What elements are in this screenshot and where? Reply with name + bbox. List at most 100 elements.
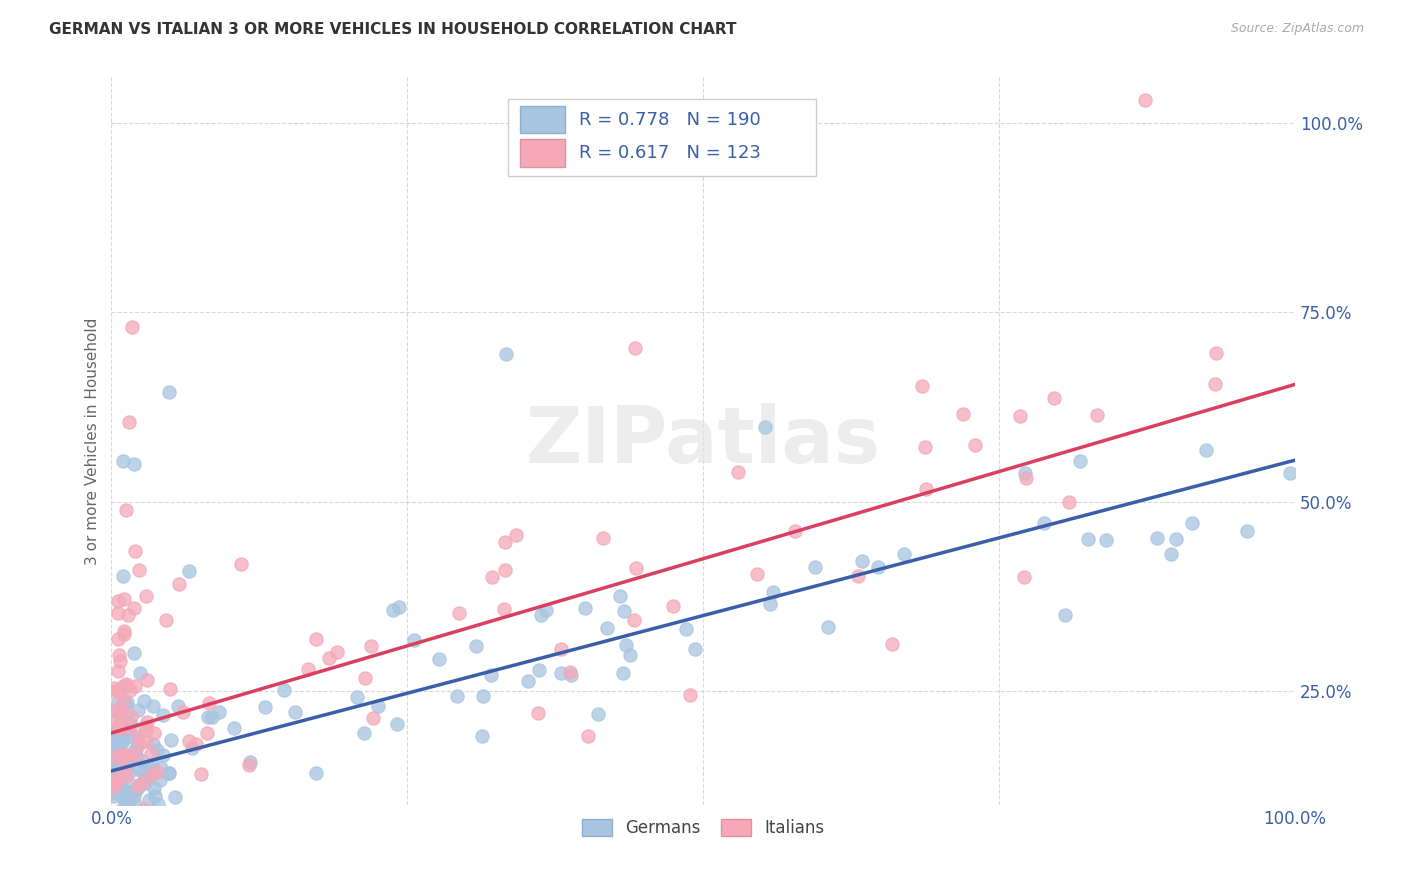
Point xyxy=(105,758,128,772)
Point xyxy=(157,765,180,780)
Point xyxy=(110,704,132,718)
Point xyxy=(747,567,769,582)
Point xyxy=(101,780,124,794)
Point xyxy=(495,346,517,360)
Point xyxy=(353,726,375,740)
Point xyxy=(107,606,129,620)
Point xyxy=(111,680,134,694)
Point xyxy=(157,765,180,780)
Point xyxy=(108,729,131,743)
Point xyxy=(758,597,780,611)
Point xyxy=(172,705,194,719)
Point xyxy=(481,570,503,584)
Point xyxy=(446,689,468,703)
Point xyxy=(107,765,129,780)
Point xyxy=(111,729,134,743)
Point xyxy=(678,688,700,702)
Point xyxy=(110,708,132,723)
Point xyxy=(117,750,139,764)
Point xyxy=(114,698,136,712)
Point xyxy=(114,749,136,764)
Point xyxy=(479,668,502,682)
Point xyxy=(402,633,425,648)
Point xyxy=(387,717,409,731)
Point xyxy=(167,577,190,591)
Point xyxy=(190,766,212,780)
Point xyxy=(115,769,138,783)
Point xyxy=(142,765,165,780)
Point xyxy=(846,569,869,583)
Point xyxy=(127,734,149,748)
Point xyxy=(152,748,174,763)
Point xyxy=(110,755,132,769)
Point xyxy=(592,531,614,545)
Point xyxy=(1164,532,1187,546)
Point xyxy=(103,789,125,803)
Point xyxy=(107,664,129,678)
Point xyxy=(166,698,188,713)
Text: ZIPatlas: ZIPatlas xyxy=(526,403,880,479)
Point xyxy=(104,836,127,850)
Point xyxy=(128,563,150,577)
Point xyxy=(785,524,807,538)
Point xyxy=(152,836,174,850)
Point xyxy=(1160,547,1182,561)
Point xyxy=(107,775,129,789)
Point xyxy=(1054,608,1077,623)
Point xyxy=(1057,495,1080,509)
Point xyxy=(494,534,516,549)
Point xyxy=(361,711,384,725)
Point xyxy=(494,563,516,577)
Bar xyxy=(520,106,565,134)
Point xyxy=(124,789,146,804)
Point xyxy=(112,591,135,606)
Point xyxy=(1146,531,1168,545)
Point xyxy=(103,764,125,779)
Point xyxy=(112,693,135,707)
Point xyxy=(110,748,132,763)
Point xyxy=(120,814,142,828)
Point xyxy=(118,822,141,837)
Point xyxy=(1077,532,1099,546)
Point xyxy=(346,690,368,704)
Point xyxy=(184,737,207,751)
Point xyxy=(136,673,159,687)
Point xyxy=(104,813,127,827)
Point xyxy=(101,727,124,741)
Point xyxy=(101,766,124,780)
Point xyxy=(142,737,165,751)
Point xyxy=(124,748,146,763)
Point xyxy=(159,733,181,747)
Point xyxy=(149,761,172,775)
Point xyxy=(103,714,125,729)
Point xyxy=(125,742,148,756)
Point xyxy=(131,774,153,789)
Point xyxy=(141,757,163,772)
Point xyxy=(143,789,166,803)
Point xyxy=(124,784,146,798)
Point xyxy=(146,797,169,811)
Point xyxy=(1085,409,1108,423)
Point xyxy=(111,819,134,833)
Point xyxy=(817,620,839,634)
Point xyxy=(114,796,136,810)
Point xyxy=(108,805,131,820)
Point xyxy=(120,717,142,731)
Point xyxy=(152,708,174,723)
Point xyxy=(1043,391,1066,405)
Point xyxy=(429,651,451,665)
Point xyxy=(1133,93,1156,107)
Point xyxy=(162,830,184,845)
Point xyxy=(129,778,152,792)
Point xyxy=(893,547,915,561)
Point xyxy=(143,780,166,795)
Point xyxy=(120,682,142,697)
Point xyxy=(112,762,135,776)
Point xyxy=(360,640,382,654)
Point xyxy=(139,764,162,779)
Point xyxy=(111,813,134,827)
Point xyxy=(177,734,200,748)
Point xyxy=(117,803,139,817)
Point xyxy=(574,600,596,615)
Point xyxy=(101,704,124,718)
